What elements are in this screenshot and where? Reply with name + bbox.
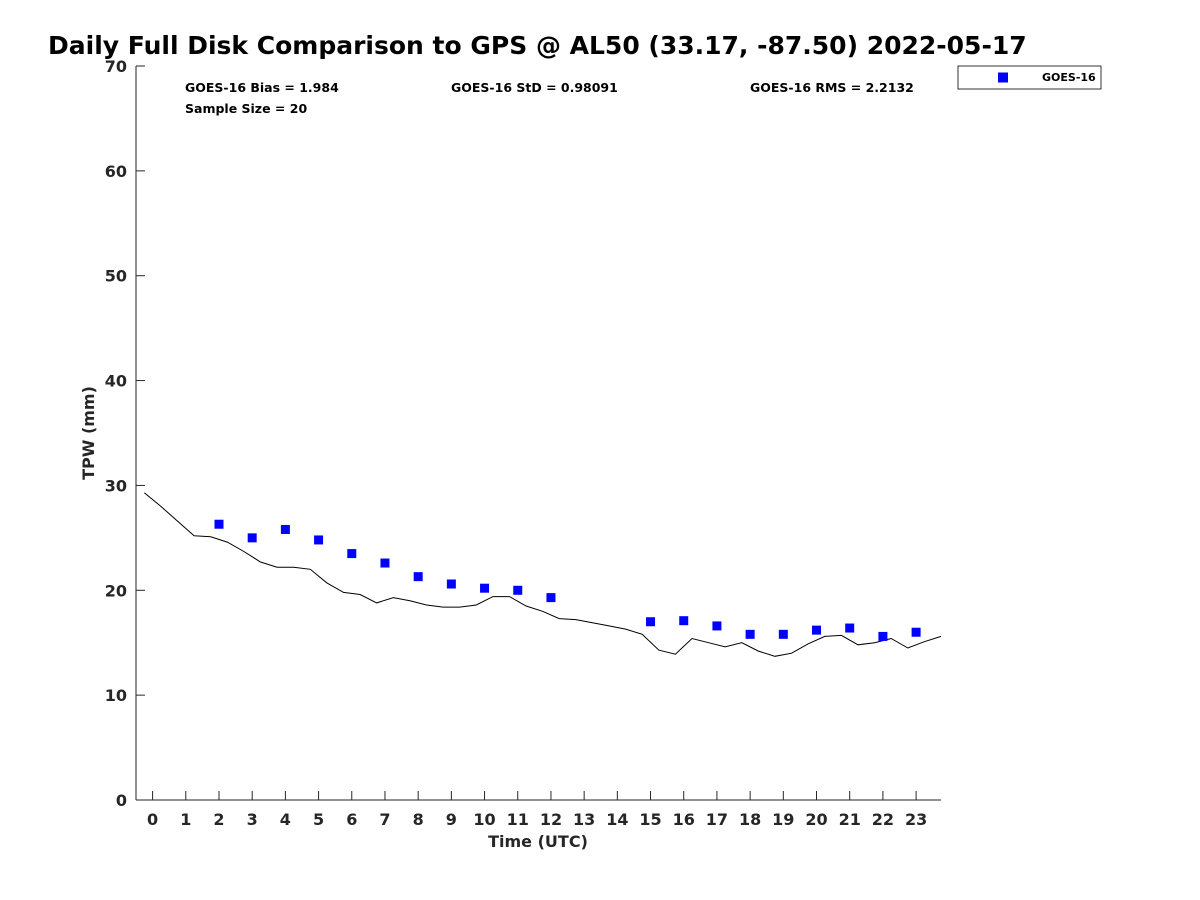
y-axis-ticks: 0 10 20 30 40 50 60 70 [105,57,145,810]
x-tick-label: 16 [673,810,695,829]
x-tick-label: 6 [346,810,357,829]
goes16-data-point [480,583,490,593]
y-tick-label: 60 [105,162,127,181]
goes16-data-point [646,617,656,627]
goes16-data-point [446,579,456,589]
goes16-data-point [380,558,390,568]
x-tick-label: 13 [573,810,595,829]
goes16-data-point [546,593,556,603]
y-axis-label: TPW (mm) [79,386,98,480]
goes16-data-point [247,533,257,543]
goes16-data-point [778,629,788,639]
legend: GOES-16 [957,65,1102,90]
chart-title: Daily Full Disk Comparison to GPS @ AL50… [48,31,1027,60]
stat-sample-size: Sample Size = 20 [185,101,307,116]
x-tick-label: 17 [706,810,728,829]
y-tick-label: 20 [105,581,127,600]
x-tick-label: 7 [379,810,390,829]
x-tick-label: 10 [473,810,495,829]
stat-bias: GOES-16 Bias = 1.984 [185,80,339,95]
goes16-data-point [513,585,523,595]
x-tick-label: 15 [639,810,661,829]
x-tick-label: 19 [772,810,794,829]
x-axis-ticks: 0 1 2 3 4 5 6 7 8 9 10 11 12 13 14 15 16 17 18 19 20 21 22 23 [147,791,927,829]
y-tick-label: 0 [116,791,127,810]
y-tick-label: 30 [105,476,127,495]
legend-box [957,65,1102,90]
plot-axes [135,66,941,801]
x-tick-label: 1 [180,810,191,829]
x-tick-label: 14 [606,810,628,829]
legend-label-goes16: GOES-16 [1042,71,1096,84]
x-tick-label: 11 [507,810,529,829]
x-tick-label: 12 [540,810,562,829]
x-tick-label: 0 [147,810,158,829]
goes16-data-point [712,621,722,631]
goes16-points-layer [214,519,921,641]
stat-rms: GOES-16 RMS = 2.2132 [750,80,914,95]
gps-series-line [143,492,942,657]
x-tick-label: 8 [413,810,424,829]
goes16-data-point [314,535,324,545]
goes16-data-point [679,616,689,626]
gps-line-layer [143,492,942,657]
goes16-data-point [347,549,357,559]
y-tick-label: 70 [105,57,127,76]
x-tick-label: 20 [805,810,827,829]
goes16-data-point [280,524,290,534]
goes16-data-point [911,627,921,637]
x-tick-label: 18 [739,810,761,829]
x-tick-label: 4 [280,810,291,829]
y-tick-label: 40 [105,372,127,391]
x-tick-label: 3 [247,810,258,829]
x-tick-label: 9 [446,810,457,829]
goes16-data-point [214,519,224,529]
y-tick-label: 10 [105,686,127,705]
x-tick-label: 5 [313,810,324,829]
legend-marker-goes16 [998,72,1008,83]
goes16-data-point [745,629,755,639]
y-tick-label: 50 [105,267,127,286]
x-tick-label: 22 [872,810,894,829]
goes16-data-point [812,625,822,635]
x-tick-label: 23 [905,810,927,829]
stat-std: GOES-16 StD = 0.98091 [451,80,618,95]
goes16-data-point [878,631,888,641]
goes16-data-point [413,572,423,582]
goes16-data-point [845,623,855,633]
x-tick-label: 21 [839,810,861,829]
x-axis-label: Time (UTC) [488,832,588,851]
x-tick-label: 2 [213,810,224,829]
